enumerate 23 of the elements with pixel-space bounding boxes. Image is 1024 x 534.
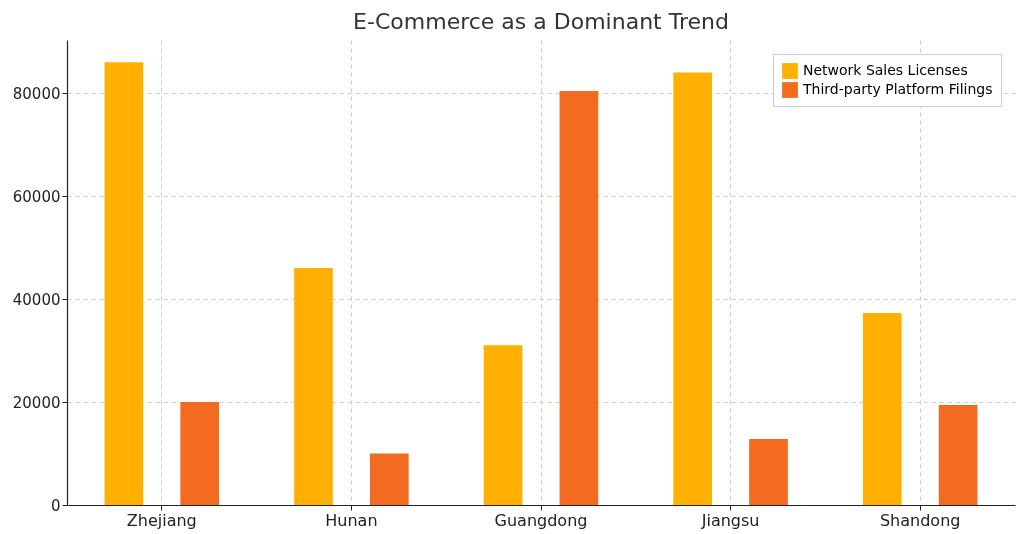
chart-title: E-Commerce as a Dominant Trend	[353, 9, 729, 34]
bar	[749, 439, 788, 505]
y-tick-label: 20000	[12, 393, 61, 412]
bar	[862, 312, 902, 505]
x-tick-label: Hunan	[325, 510, 378, 530]
x-tick-label: Zhejiang	[126, 510, 197, 530]
legend-label: Network Sales Licenses	[803, 62, 968, 78]
bar	[483, 345, 523, 505]
bar	[104, 62, 144, 505]
y-tick-label: 0	[50, 496, 61, 515]
bar	[180, 402, 220, 505]
y-tick-label: 80000	[12, 84, 61, 103]
y-tick-label: 60000	[12, 187, 61, 206]
x-tick-label: Guangdong	[494, 510, 588, 530]
bar	[938, 405, 978, 505]
bar	[294, 268, 333, 505]
legend-label: Third-party Platform Filings	[802, 81, 993, 97]
bar	[369, 453, 409, 505]
x-tick-label: Shandong	[879, 510, 961, 530]
x-tick-label: Jiangsu	[700, 510, 760, 530]
y-tick-label: 40000	[12, 290, 61, 309]
bar	[559, 90, 599, 505]
bar	[673, 72, 713, 505]
